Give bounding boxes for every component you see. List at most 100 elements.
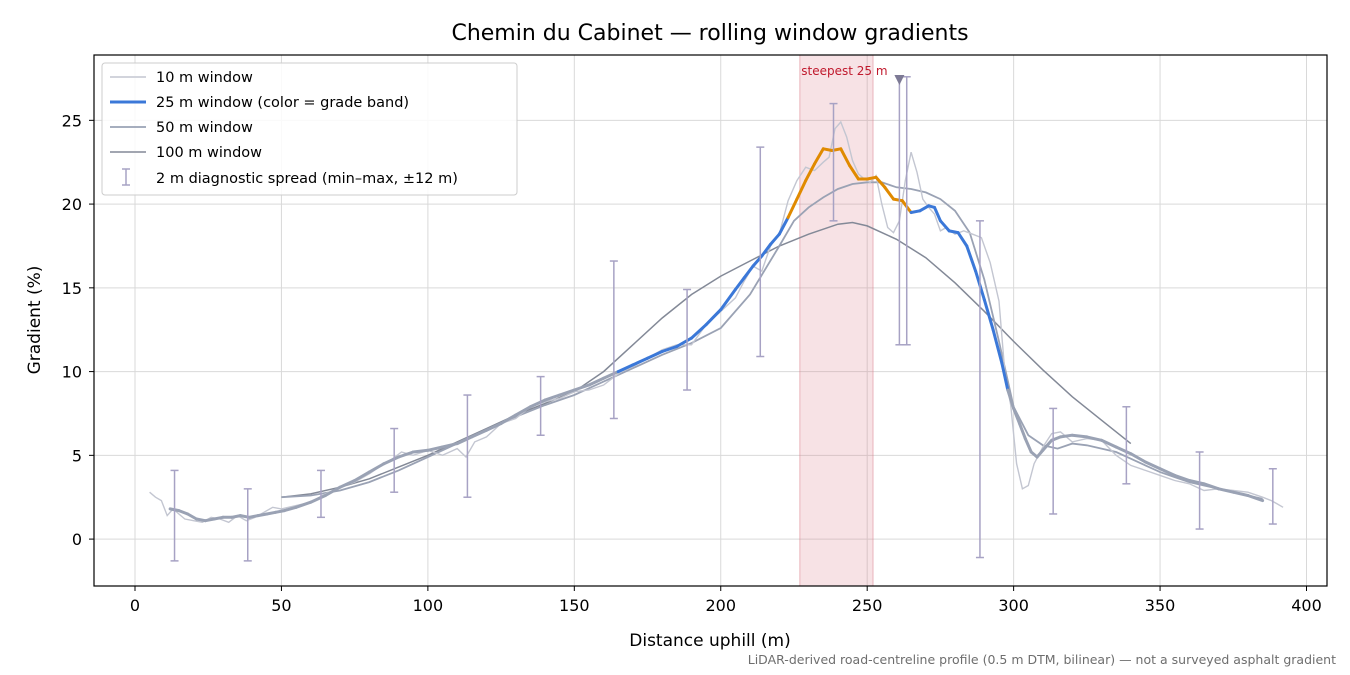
series-25m-segment [1129, 452, 1147, 464]
x-tick-label-250: 250 [852, 596, 883, 615]
series-25m-segment [1012, 406, 1021, 425]
legend-box [101, 62, 518, 196]
series-25m-segment [411, 448, 430, 454]
series-25m-segment [719, 288, 737, 312]
series-layer [149, 120, 1284, 524]
legend-label-spread: 2 m diagnostic spread (min–max, ±12 m) [156, 171, 458, 187]
plot-frame [93, 54, 1328, 587]
y-tick-label-15: 15 [62, 279, 82, 298]
series-25m-segment [1173, 473, 1191, 482]
series-25m-segment [839, 147, 852, 168]
x-tick-label-400: 400 [1291, 596, 1322, 615]
series-25m-segment [956, 231, 969, 248]
series-25m-segment [1246, 494, 1265, 503]
x-axis-label: Distance uphill (m) [629, 631, 790, 651]
series-25m-segment [338, 479, 357, 489]
spread-bar [829, 102, 838, 222]
series-25m-segment [646, 350, 664, 360]
series-25m-segment [675, 336, 693, 348]
series-25m-segment [1070, 433, 1089, 439]
series-25m-segment [795, 179, 808, 201]
series-25m-segment [309, 494, 327, 504]
series-25m-segment [382, 455, 401, 466]
series-25m-segment [1202, 482, 1221, 491]
steepest-25m-band [799, 54, 874, 587]
spread-bar [170, 469, 179, 562]
spread-bar [390, 427, 399, 493]
series-25m-segment [874, 175, 887, 189]
series-25m-segment [1006, 388, 1016, 410]
series-25m-segment [616, 363, 635, 374]
series-25m-segment [742, 264, 755, 280]
spread-bar [1049, 407, 1058, 515]
spread-bar [1122, 406, 1131, 485]
series-25m-segment [470, 428, 488, 439]
series-25m-segment [1000, 361, 1010, 392]
series-25m-segment [367, 462, 386, 474]
series-25m-segment [883, 185, 895, 201]
series-25m-segment [918, 204, 931, 213]
series-25m-segment [441, 442, 459, 449]
series-25m-segment [1114, 445, 1133, 456]
series-25m-segment [1041, 438, 1054, 452]
y-tick-label-20: 20 [62, 195, 82, 214]
legend: 10 m window 25 m window (color = grade b… [101, 62, 518, 196]
y-tick-label-25: 25 [62, 111, 82, 130]
legend-swatch-spread [122, 168, 130, 186]
series-25m-segment [323, 485, 342, 497]
spread-bar [1195, 451, 1204, 530]
series-25m-segment [1018, 422, 1027, 441]
series-25m-segment [177, 509, 190, 516]
series-25m-segment [704, 308, 723, 327]
series-25m-segment [965, 244, 978, 273]
series-25m-segment [294, 500, 313, 509]
series-25m-segment [733, 276, 746, 291]
series-25m-segment [1158, 467, 1177, 477]
legend-label-25m: 25 m window (color = grade band) [156, 95, 409, 111]
x-axis-ticks: 0 50 100 150 200 250 300 350 400 [130, 586, 1322, 615]
spread-bar [902, 76, 911, 346]
y-tick-label-5: 5 [72, 446, 82, 465]
steepest-marker [894, 75, 905, 85]
chart-title: Chemin du Cabinet — rolling window gradi… [451, 21, 968, 46]
series-25m-segment [660, 345, 679, 353]
series-25m-segment [1023, 437, 1033, 454]
series-25m-segment [1059, 433, 1074, 439]
series-25m-segment [1143, 460, 1162, 471]
series-25m-segment [1187, 479, 1206, 486]
spread-bar [609, 260, 618, 420]
series-25m-segment [813, 147, 825, 166]
legend-label-10m: 10 m window [156, 70, 253, 86]
steepest-annotation: steepest 25 m [801, 64, 887, 78]
series-25m-segment [690, 323, 708, 340]
series-25m-segment [777, 216, 790, 236]
x-tick-label-0: 0 [130, 596, 140, 615]
series-100m-line [281, 221, 1132, 498]
series-25m-segment [426, 445, 444, 452]
series-25m-segment [933, 205, 942, 223]
series-25m-segment [1085, 435, 1103, 442]
x-tick-label-350: 350 [1145, 596, 1176, 615]
legend-label-100m: 100 m window [156, 145, 262, 161]
series-25m-segment [282, 505, 298, 513]
spread-bar [463, 394, 472, 498]
spread-bar [243, 488, 252, 562]
series-25m-segment [528, 398, 547, 409]
series-25m-segment [631, 356, 649, 367]
series-25m-segment [786, 197, 799, 219]
series-25m-segment [982, 298, 995, 332]
series-25m-segment [543, 393, 562, 402]
y-axis-label: Gradient (%) [25, 266, 45, 375]
spread-bar [683, 288, 692, 391]
y-axis-ticks: 0 5 10 15 20 25 [62, 111, 94, 549]
x-tick-label-50: 50 [271, 596, 291, 615]
series-25m-segment [514, 405, 532, 417]
spread-bar [975, 220, 984, 559]
y-tick-label-0: 0 [72, 530, 82, 549]
series-25m-segment [1100, 438, 1118, 449]
x-tick-label-200: 200 [705, 596, 736, 615]
series-50m-line [281, 181, 1263, 500]
series-25m-segment [848, 164, 860, 181]
